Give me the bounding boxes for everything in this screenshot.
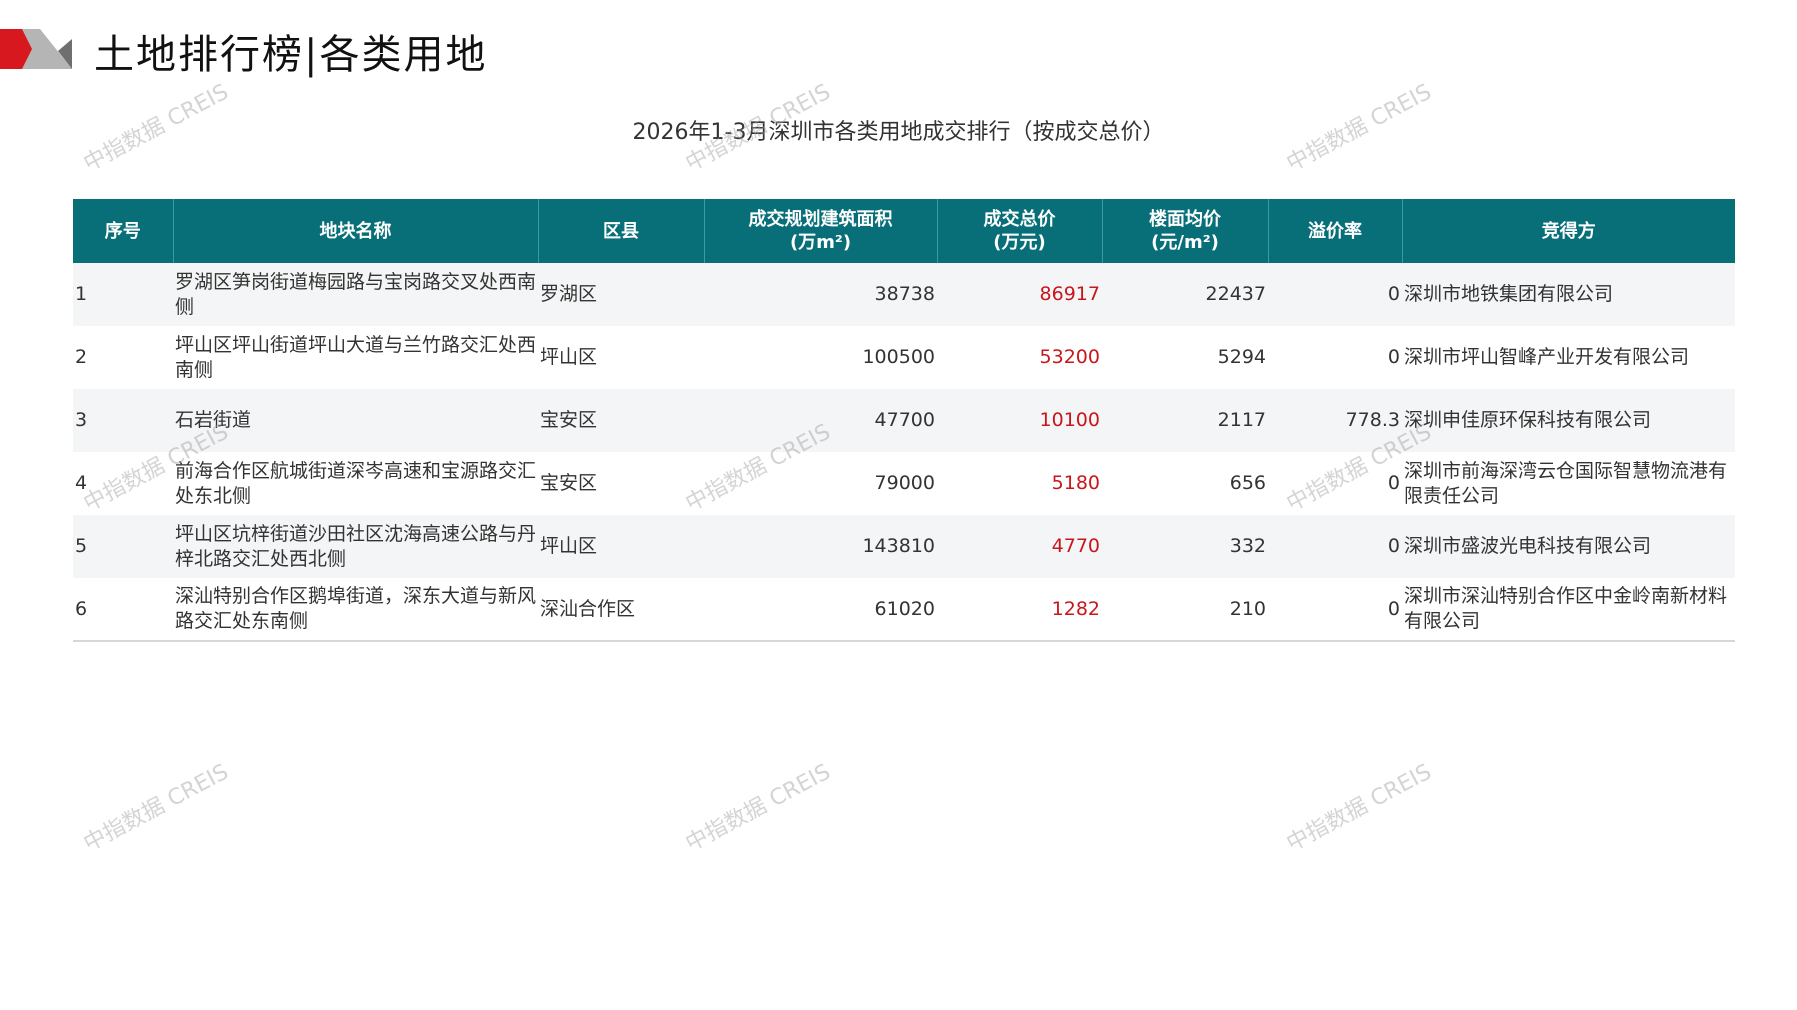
- rank-cell: 1: [73, 263, 173, 326]
- district-cell: 宝安区: [538, 389, 704, 452]
- column-header: 区县: [537, 199, 704, 263]
- unit-price-cell: 5294: [1217, 346, 1266, 368]
- watermark: 中指数据 CREIS: [681, 759, 835, 857]
- winner-cell: 深圳市盛波光电科技有限公司: [1402, 515, 1735, 578]
- unit-price-cell: 2117: [1102, 389, 1268, 452]
- rank-cell: 2: [75, 346, 88, 368]
- parcel-name-cell: 前海合作区航城街道深岑高速和宝源路交汇处东北侧: [175, 459, 537, 507]
- watermark: 中指数据 CREIS: [79, 759, 233, 857]
- winner-cell: 深圳市地铁集团有限公司: [1402, 263, 1735, 326]
- area-cell: 61020: [704, 578, 937, 642]
- premium-rate-cell: 0: [1387, 346, 1400, 368]
- table-row: 6 深汕特别合作区鹅埠街道，深东大道与新风路交汇处东南侧 深汕合作区 61020 128…: [73, 578, 1735, 642]
- column-header: 成交规划建筑面积 (万m²): [703, 199, 937, 263]
- parcel-name-cell: 石岩街道: [173, 389, 538, 452]
- rank-cell: 5: [73, 515, 173, 578]
- rank-cell: 4: [75, 472, 88, 494]
- column-header: 地块名称: [172, 199, 538, 263]
- logo-icon: [0, 29, 72, 69]
- total-price-cell: 1282: [937, 578, 1102, 642]
- total-price-cell: 5180: [1051, 472, 1100, 494]
- unit-price-cell: 210: [1102, 578, 1268, 642]
- table-row: 1 罗湖区笋岗街道梅园路与宝岗路交叉处西南侧 罗湖区 38738 86917 22437 0…: [73, 263, 1735, 326]
- winner-cell: 深圳市深汕特别合作区中金岭南新材料有限公司: [1402, 578, 1735, 642]
- column-header: 竞得方: [1401, 199, 1735, 263]
- total-price-cell: 4770: [937, 515, 1102, 578]
- winner-cell: 深圳申佳原环保科技有限公司: [1402, 389, 1735, 452]
- ranking-table: 序号 地块名称 区县 成交规划建筑面积 (万m²) 成交总价 (万元) 楼面均价 (元/m²) 溢…: [73, 199, 1735, 642]
- area-cell: 79000: [874, 472, 935, 494]
- total-price-cell: 10100: [937, 389, 1102, 452]
- page-title: 土地排行榜|各类用地: [94, 32, 488, 78]
- table-header-row: 序号 地块名称 区县 成交规划建筑面积 (万m²) 成交总价 (万元) 楼面均价 (元/m²) 溢…: [73, 199, 1735, 263]
- winner-cell: 深圳市坪山智峰产业开发有限公司: [1404, 346, 1690, 368]
- table-title: 2026年1-3月深圳市各类用地成交排行（按成交总价）: [632, 120, 1165, 145]
- premium-rate-cell: 0: [1268, 515, 1402, 578]
- column-header: 序号: [73, 199, 173, 263]
- premium-rate-cell: 0: [1387, 472, 1400, 494]
- rank-cell: 6: [73, 578, 173, 642]
- district-cell: 坪山区: [538, 515, 704, 578]
- premium-rate-cell: 778.3: [1268, 389, 1402, 452]
- district-cell: 深汕合作区: [538, 578, 704, 642]
- parcel-name-cell: 坪山区坑梓街道沙田社区沈海高速公路与丹梓北路交汇处西北侧: [173, 515, 538, 578]
- winner-cell: 深圳市前海深湾云仓国际智慧物流港有限责任公司: [1404, 459, 1728, 507]
- total-price-cell: 86917: [937, 263, 1102, 326]
- watermark: 中指数据 CREIS: [1282, 759, 1436, 857]
- column-header: 成交总价 (万元): [936, 199, 1102, 263]
- table-row: 4 前海合作区航城街道深岑高速和宝源路交汇处东北侧 宝安区 79000 5180 656 0…: [73, 452, 1735, 515]
- area-cell: 143810: [704, 515, 937, 578]
- rank-cell: 3: [73, 389, 173, 452]
- table-row: 5 坪山区坑梓街道沙田社区沈海高速公路与丹梓北路交汇处西北侧 坪山区 143810 47…: [73, 515, 1735, 578]
- district-cell: 坪山区: [540, 346, 598, 368]
- area-cell: 47700: [704, 389, 937, 452]
- column-header: 楼面均价 (元/m²): [1101, 199, 1268, 263]
- column-header: 溢价率: [1267, 199, 1402, 263]
- district-cell: 宝安区: [540, 472, 598, 494]
- parcel-name-cell: 深汕特别合作区鹅埠街道，深东大道与新风路交汇处东南侧: [173, 578, 538, 642]
- unit-price-cell: 22437: [1102, 263, 1268, 326]
- parcel-name-cell: 坪山区坪山街道坪山大道与兰竹路交汇处西南侧: [175, 333, 537, 381]
- unit-price-cell: 332: [1102, 515, 1268, 578]
- area-cell: 38738: [704, 263, 937, 326]
- district-cell: 罗湖区: [538, 263, 704, 326]
- total-price-cell: 53200: [1039, 346, 1100, 368]
- premium-rate-cell: 0: [1268, 263, 1402, 326]
- parcel-name-cell: 罗湖区笋岗街道梅园路与宝岗路交叉处西南侧: [173, 263, 538, 326]
- table-row: 2 坪山区坪山街道坪山大道与兰竹路交汇处西南侧 坪山区 100500 53200 5294…: [73, 326, 1735, 389]
- unit-price-cell: 656: [1229, 472, 1266, 494]
- premium-rate-cell: 0: [1268, 578, 1402, 642]
- area-cell: 100500: [862, 346, 935, 368]
- table-row: 3 石岩街道 宝安区 47700 10100 2117 778.3 深圳申佳原环保科技有限公司: [73, 389, 1735, 452]
